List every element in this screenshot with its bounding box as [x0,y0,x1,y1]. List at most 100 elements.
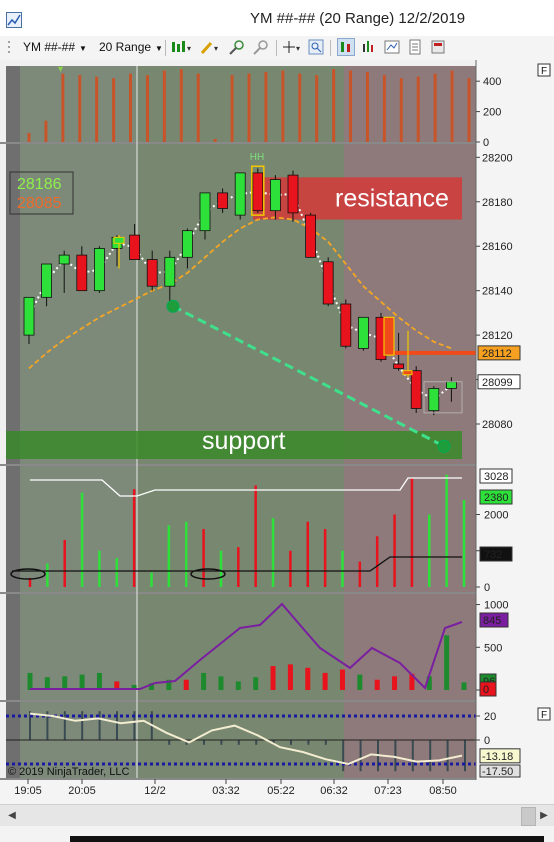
x-axis-label: 05:22 [267,785,295,797]
crosshair-icon[interactable]: ▾ [281,39,300,55]
delta-bar [357,674,363,690]
volume-oval-marker [190,568,226,580]
delta-bar [201,672,207,690]
delta-bar [374,679,380,690]
f-button-label: F [541,66,547,77]
drawing-tool-icon[interactable]: ▾ [199,39,218,55]
volume-top-bar [179,69,183,142]
axis-tick-label: 400 [483,76,501,88]
up-candle [58,254,70,265]
prev-price-label: 28085 [17,195,62,212]
data-box-icon[interactable] [407,39,423,55]
axis-tick-label: 0 [483,137,489,149]
down-candle [393,363,405,369]
up-candle [41,263,52,298]
zoom-in-icon[interactable] [228,39,244,55]
interval-selector[interactable]: 20 Range ▼ [99,39,163,56]
up-candle [94,248,105,292]
price-axes: 4002000282002818028160281402812028100280… [0,60,554,804]
chart-canvas[interactable]: 4002000282002818028160281402812028100280… [0,60,554,804]
volume-marker [479,546,513,562]
window-title: YM ##-## (20 Range) 12/2/2019 [250,10,466,27]
delta-bar [114,681,120,690]
up-candle [357,316,369,349]
properties-icon[interactable] [430,39,446,55]
highlighted-candle [383,316,395,356]
axis-tick-label: 28200 [482,152,513,164]
support-zone [6,431,462,459]
volume-top-bar [382,75,386,142]
ninjatrader-app-icon[interactable] [6,12,22,28]
delta-bar [392,676,398,690]
oscillator-marker [479,764,521,778]
scroll-right-icon[interactable]: ▶ [540,810,548,821]
overnight-shade [20,594,137,700]
toolbar-separator [165,40,166,56]
volume-top-bar [433,73,437,142]
horizontal-scrollbar[interactable]: ◀ ▶ [0,804,554,827]
indicators-icon[interactable] [361,39,377,55]
delta-bar [149,683,155,690]
delta-marker [479,612,509,628]
delta-bar [44,677,50,690]
volume-top-bar [349,70,353,142]
axis-tick-label: 20 [484,711,496,723]
chart-style-icon[interactable] [337,38,355,56]
instrument-selector[interactable]: YM ##-## ▼ [23,39,87,56]
volume-top-bar [213,138,217,142]
volume-top-bar [61,73,65,142]
delta-bar [409,673,415,690]
svg-text:▾: ▾ [187,44,191,53]
svg-text:▾: ▾ [296,44,300,53]
toolbar-separator [330,40,331,56]
up-candle [234,172,246,216]
chart-labels: ▾ resistance support HH 28186 28085 © 2019 Nin… [8,64,449,778]
volume-top-bar [145,75,149,142]
x-axis-label: 07:23 [374,785,402,797]
late-session-shade [344,466,476,592]
oscillator-marker-label: -13.18 [482,751,513,763]
axis-tick-label: 0 [484,735,490,747]
swing-low-dot [166,299,180,313]
hh-label: HH [250,152,264,163]
search-icon[interactable] [308,39,324,55]
swing-low-dot [437,439,451,453]
volume-top-bar [416,76,420,142]
volume-top-bar [196,73,200,142]
x-axis-label: 08:50 [429,785,457,797]
copyright-label: © 2019 NinjaTrader, LLC [8,766,129,778]
last-price-label: 28186 [17,176,62,193]
pre-session-shade [6,66,20,142]
overnight-shade [20,144,137,464]
volume-top-bar [298,73,302,142]
scroll-thumb[interactable] [521,807,536,826]
volume-top-bar [95,76,99,142]
axis-tick-label: 28180 [482,197,513,209]
volume-top-bar [315,75,319,142]
window-edge-strip [70,836,544,842]
bar-type-icon[interactable]: ▾ [170,39,191,55]
overnight-shade [20,466,137,592]
volume-top-bar [281,70,285,142]
axis-tick-label: 2000 [484,510,508,522]
chevron-down-icon: ▼ [79,44,87,53]
delta-bar [270,666,276,690]
x-axis-label: 03:32 [212,785,240,797]
price-marker-label: 28112 [482,348,512,360]
toolbar-separator [276,40,277,56]
down-candle [129,234,141,260]
down-candle [410,370,422,409]
strategies-icon[interactable] [384,39,400,55]
axis-tick-label: 0 [484,582,490,594]
oscillator-line [29,712,463,766]
ema-line [28,216,452,370]
highlighted-candle [402,370,413,376]
support-label: support [202,427,285,455]
zoom-out-icon[interactable] [252,39,268,55]
scroll-left-icon[interactable]: ◀ [8,810,16,821]
delta-bar [339,669,345,690]
volume-marker-label: 732 [484,549,502,561]
axis-tick-label: 28120 [482,330,513,342]
delta-bar [27,672,33,690]
volume-average-line [12,556,462,572]
